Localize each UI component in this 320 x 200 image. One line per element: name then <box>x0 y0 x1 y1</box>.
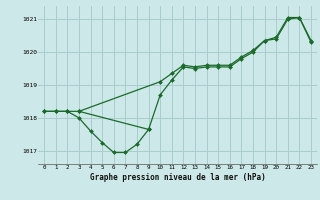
X-axis label: Graphe pression niveau de la mer (hPa): Graphe pression niveau de la mer (hPa) <box>90 173 266 182</box>
